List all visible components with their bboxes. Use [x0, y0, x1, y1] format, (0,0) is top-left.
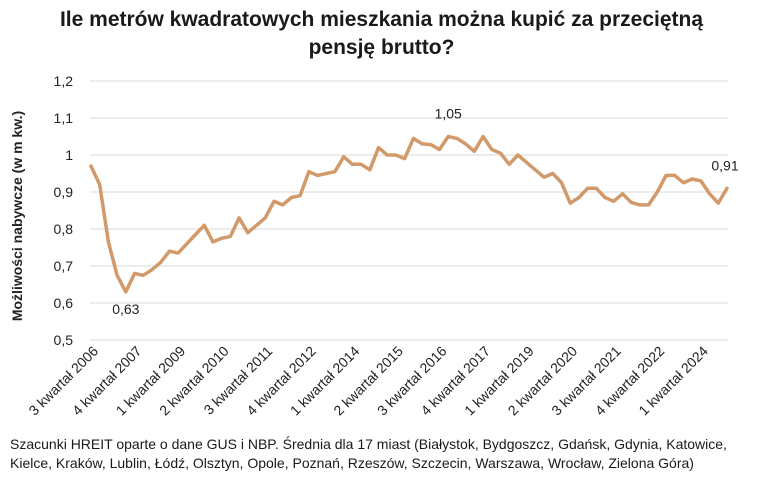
data-labels: 0,63 1,05 0,91: [112, 106, 739, 317]
chart-caption: Szacunki HREIT oparte o dane GUS i NBP. …: [10, 436, 727, 471]
y-tick-label: 1,1: [54, 110, 74, 126]
data-label: 0,91: [711, 157, 738, 173]
y-axis-label: Możliwości nabywcze (w m kw.): [9, 111, 25, 321]
chart-title-line-1: Ile metrów kwadratowych mieszkania można…: [59, 8, 704, 31]
chart-title-line-2: pensję brutto?: [308, 36, 455, 59]
y-tick-label: 1,2: [54, 73, 74, 89]
y-tick-label: 0,7: [54, 258, 74, 274]
y-tick-label: 0,9: [54, 184, 74, 200]
y-tick-label: 1: [65, 147, 73, 163]
series-line: [89, 134, 729, 294]
data-label: 0,63: [112, 301, 139, 317]
y-tick-label: 0,6: [54, 295, 74, 311]
y-axis-tick-labels: 0,5 0,6 0,7 0,8 0,9 1 1,1 1,2: [54, 73, 74, 348]
y-tick-label: 0,5: [54, 332, 74, 348]
data-label: 1,05: [435, 106, 462, 122]
y-tick-label: 0,8: [54, 221, 74, 237]
chart-title: Ile metrów kwadratowych mieszkania można…: [0, 6, 763, 62]
gridlines: [90, 80, 728, 341]
